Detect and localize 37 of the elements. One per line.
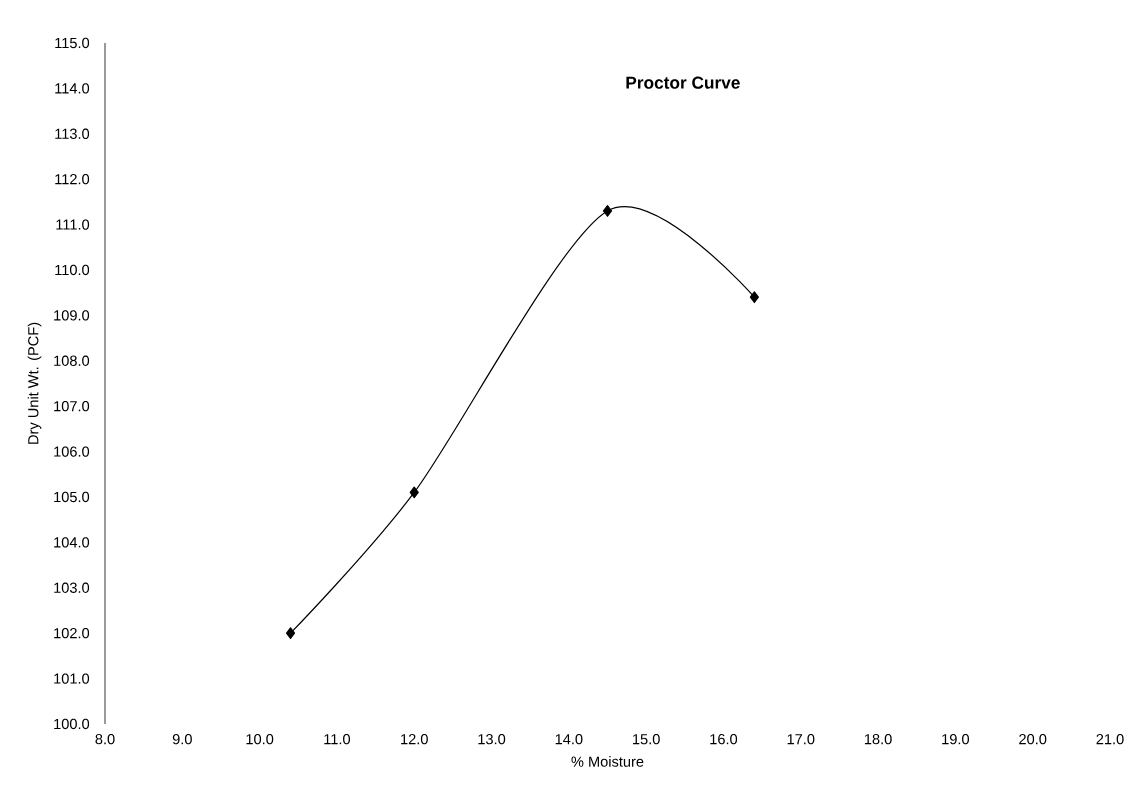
point xyxy=(409,486,419,499)
x-axis-title: % Moisture xyxy=(571,756,644,767)
y-tick-label: 107.0 xyxy=(54,401,90,412)
x-tick-label: 13.0 xyxy=(478,734,506,745)
y-tick-label: 108.0 xyxy=(54,355,90,366)
x-tick-label: 11.0 xyxy=(324,734,351,745)
point xyxy=(285,627,296,640)
x-tick-label: 20.0 xyxy=(1019,734,1047,745)
y-tick-label: 111.0 xyxy=(56,219,90,230)
y-tick-label: 103.0 xyxy=(54,582,90,593)
x-tick-label: 12.0 xyxy=(401,734,428,745)
y-tick-label: 100.0 xyxy=(54,718,90,730)
x-tick-label: 16.0 xyxy=(710,734,738,745)
y-tick-label: 102.0 xyxy=(54,628,90,639)
y-tick-label: 101.0 xyxy=(54,673,90,684)
x-tick-label: 18.0 xyxy=(864,734,892,745)
y-tick-label: 104.0 xyxy=(54,537,90,548)
y-tick-label: 106.0 xyxy=(54,446,90,457)
y-tick-label: 115.0 xyxy=(55,37,90,49)
x-tick-label: 8.0 xyxy=(95,734,115,745)
x-tick-label: 14.0 xyxy=(555,734,583,745)
x-tick-label: 21.0 xyxy=(1096,734,1124,745)
x-tick-label: 10.0 xyxy=(246,734,274,745)
y-tick-label: 112.0 xyxy=(55,174,90,185)
text: Proctor Curve xyxy=(626,76,740,89)
x-tick-label: 15.0 xyxy=(633,734,660,745)
x-tick-label: 9.0 xyxy=(172,734,192,745)
y-tick-label: 113.0 xyxy=(55,128,90,139)
y-axis-title: Dry Unit Wt. (PCF) xyxy=(27,322,42,444)
y-tick-label: 110.0 xyxy=(55,264,90,276)
point xyxy=(602,205,613,217)
point xyxy=(749,291,759,304)
x-tick-label: 19.0 xyxy=(942,734,970,745)
y-tick-label: 105.0 xyxy=(54,491,90,503)
x-tick-label: 17.0 xyxy=(787,734,815,745)
y-tick-label: 109.0 xyxy=(54,310,90,321)
y-tick-label: 114.0 xyxy=(55,83,90,94)
